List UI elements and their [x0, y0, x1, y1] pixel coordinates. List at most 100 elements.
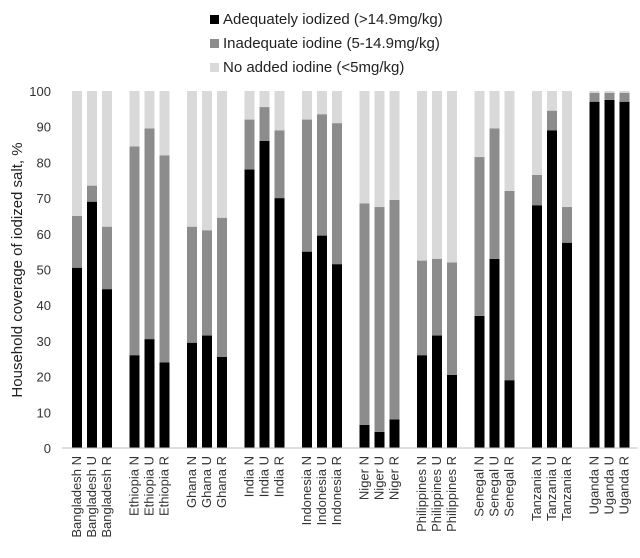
bar-segment [474, 157, 485, 316]
y-tick-label: 10 [37, 405, 51, 420]
bar-segment [474, 91, 485, 158]
bar-segment [447, 262, 457, 375]
x-tick-label: Ethiopia U [142, 456, 157, 516]
x-tick-label: Uganda U [602, 456, 617, 515]
bar-segment [389, 419, 400, 448]
x-tick-label: Niger N [357, 456, 372, 500]
bar-segment [244, 119, 255, 170]
y-tick-label: 80 [37, 155, 51, 170]
bar-segment [589, 91, 600, 93]
bar-segment [417, 91, 427, 261]
x-tick-label: India R [272, 456, 287, 497]
bar-segment [144, 128, 155, 340]
bar-segment [389, 199, 400, 420]
y-tick-label: 20 [37, 370, 51, 385]
x-tick-label: Niger R [387, 456, 402, 500]
x-tick-label: Philippines U [429, 456, 444, 532]
bar-segment [144, 91, 155, 129]
bar-segment [417, 355, 427, 448]
bar-segment [619, 92, 630, 102]
x-tick-label: Indonesia U [314, 456, 329, 525]
bar-segment [72, 91, 82, 216]
y-tick-label: 100 [29, 84, 51, 99]
bar-segment [604, 99, 615, 449]
y-tick-label: 30 [37, 334, 51, 349]
bar-segment [432, 258, 442, 336]
bar-segment [432, 335, 442, 448]
x-tick-label: Indonesia R [329, 456, 344, 525]
bar-segment [72, 215, 82, 268]
bar-segment [447, 91, 457, 263]
x-tick-label: Tanzania R [559, 456, 574, 521]
bar-segment [562, 207, 572, 243]
bar-segment [159, 91, 170, 156]
x-tick-label: Niger U [372, 456, 387, 500]
bar-segment [374, 91, 385, 208]
bar-segment [129, 355, 140, 448]
x-axis-labels: Bangladesh N Bangladesh U Bangladesh R Ethi… [69, 456, 632, 538]
x-tick-label: Senegal N [472, 456, 487, 517]
bar-segment [102, 91, 112, 227]
bar-segment [72, 267, 82, 448]
bar-segment [159, 362, 170, 448]
bar-segment [259, 140, 270, 449]
bar-segment [87, 91, 97, 186]
bar-segment [332, 91, 342, 124]
x-tick-label: Philippines R [444, 456, 459, 532]
bar-segment [474, 315, 485, 448]
x-tick-label: Senegal U [487, 456, 502, 517]
bar-segment [129, 91, 140, 147]
bar-segment [244, 91, 255, 120]
y-tick-label: 90 [37, 120, 51, 135]
x-tick-label: Senegal R [502, 456, 517, 517]
bar-segment [202, 91, 212, 231]
bar-segment [532, 205, 542, 448]
bar-segment [159, 155, 170, 363]
bar-segment [187, 226, 197, 343]
x-tick-label: Ghana R [214, 456, 229, 508]
bar-segment [102, 226, 112, 290]
legend: Adequately iodized (>14.9mg/kg) Inadequat… [210, 11, 443, 76]
x-tick-label: India U [257, 456, 272, 497]
x-tick-label: Bangladesh U [84, 456, 99, 538]
bar-segment [317, 235, 327, 448]
bar-segment [332, 123, 342, 265]
bar-segment [332, 264, 342, 448]
legend-swatch [210, 63, 219, 72]
bar-segment [302, 91, 312, 120]
legend-label: Adequately iodized (>14.9mg/kg) [223, 11, 443, 28]
bar-segment [417, 260, 427, 356]
bar-segment [259, 91, 270, 108]
bar-segment [317, 114, 327, 236]
bar-segment [489, 128, 500, 259]
bar-segment [604, 92, 615, 100]
bar-segment [504, 380, 515, 448]
y-axis-title: Household coverage of iodized salt, % [9, 142, 26, 397]
bar-segment [504, 91, 515, 191]
bar-segment [202, 230, 212, 336]
bar-segment [489, 258, 500, 448]
x-tick-label: Bangladesh R [99, 456, 114, 538]
bar-segment [187, 342, 197, 448]
bar-segment [374, 207, 385, 432]
bar-segment [562, 242, 572, 448]
bars [72, 91, 630, 449]
bar-segment [274, 198, 285, 448]
bar-segment [274, 130, 285, 199]
bar-segment [547, 110, 557, 131]
bar-segment [217, 217, 227, 357]
y-tick-label: 60 [37, 227, 51, 242]
bar-segment [87, 185, 97, 202]
x-tick-label: Philippines N [414, 456, 429, 532]
bar-segment [359, 424, 370, 448]
bar-segment [359, 203, 370, 425]
x-tick-label: India N [242, 456, 257, 497]
x-tick-label: Ethiopia R [157, 456, 172, 516]
legend-label: Inadequate iodine (5-14.9mg/kg) [223, 35, 440, 52]
bar-segment [489, 91, 500, 129]
bar-segment [274, 91, 285, 131]
bar-segment [604, 91, 615, 93]
bar-segment [302, 119, 312, 252]
bar-segment [202, 335, 212, 448]
bar-segment [619, 101, 630, 449]
